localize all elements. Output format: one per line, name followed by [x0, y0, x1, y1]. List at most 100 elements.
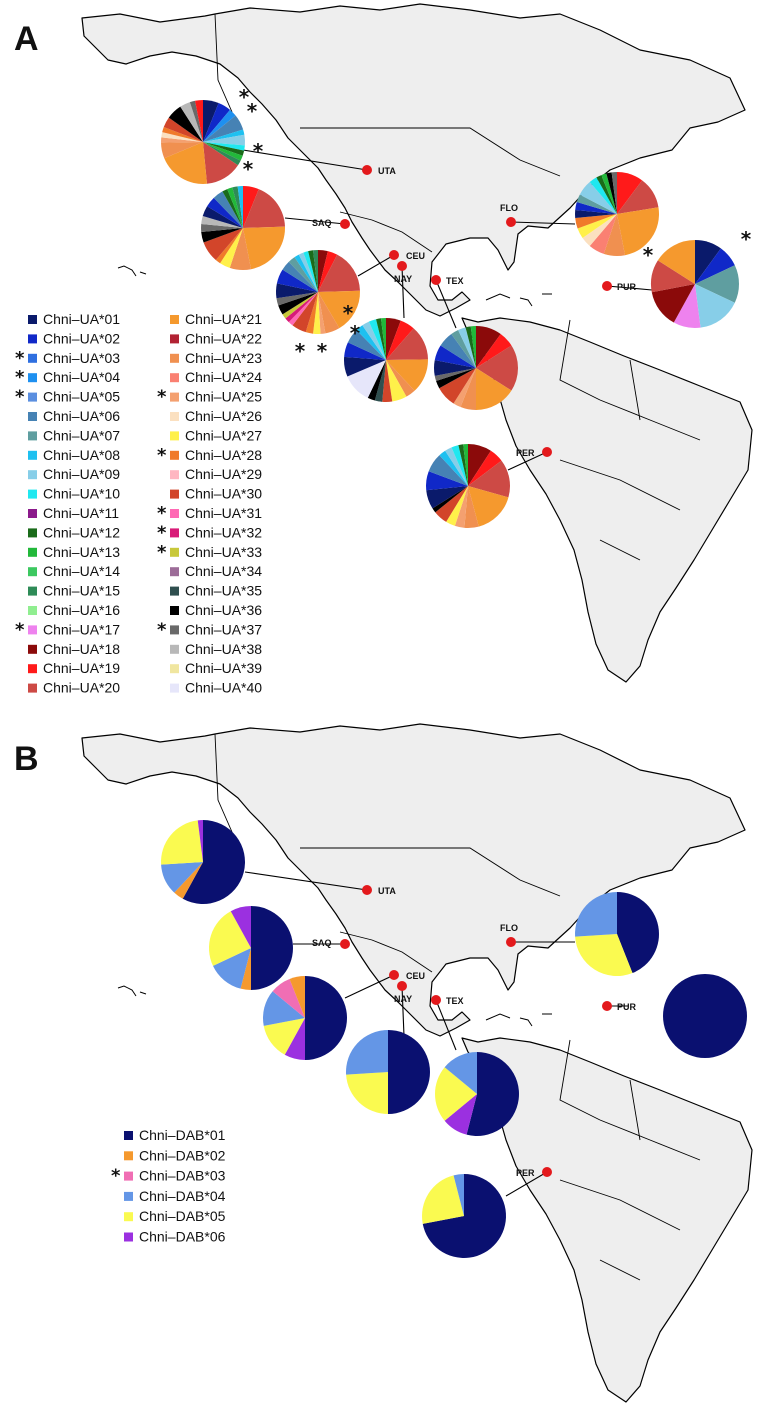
pie-slice-chni-ua-28 — [575, 214, 617, 229]
legend-swatch — [28, 683, 37, 693]
pie-slice-chni-ua-27 — [220, 228, 243, 268]
legend-entry-chni-ua-23: Chni–UA*23 — [170, 350, 262, 366]
pie-slice-chni-ua-01 — [276, 283, 318, 299]
legend-entry-chni-ua-27: Chni–UA*27 — [170, 427, 262, 443]
legend-swatch — [28, 470, 37, 480]
pie-slice-chni-ua-26 — [161, 132, 203, 142]
pie-slice-chni-ua-02 — [575, 202, 617, 214]
legend: Chni–DAB*01 Chni–DAB*02 * Chni–DAB*03 Chni–D… — [111, 1127, 226, 1245]
pie-slice-chni-ua-25 — [161, 137, 203, 143]
legend-swatch — [28, 606, 37, 615]
pie-slice-chni-ua-20 — [468, 460, 510, 498]
asterisk-marker: * — [295, 339, 306, 363]
pie-slice-chni-dab-03 — [272, 978, 305, 1018]
pie-slice-chni-dab-01 — [617, 892, 660, 974]
legend-swatch — [170, 606, 179, 615]
pie-slice-chni-ua-38 — [201, 216, 243, 228]
pie-slice-chni-ua-12 — [308, 250, 318, 292]
pie-slice-chni-dab-01 — [251, 906, 293, 990]
country-border — [629, 359, 641, 421]
pie-slice-chni-ua-12 — [376, 318, 386, 360]
pie-slice-chni-ua-02 — [207, 197, 243, 228]
pie-slice-chni-ua-21 — [657, 240, 695, 284]
site-label-uta: UTA — [378, 166, 396, 176]
legend-label: Chni–UA*06 — [43, 408, 120, 424]
pie-slice-chni-ua-17 — [673, 284, 701, 328]
pie-slice-chni-dab-05 — [208, 911, 251, 966]
pie-slice-chni-dab-01 — [182, 820, 245, 904]
legend-swatch — [170, 392, 179, 402]
pie-slice-chni-ua-36 — [168, 106, 203, 142]
site-label-nay: NAY — [394, 274, 412, 284]
country-border — [339, 931, 433, 973]
pie-slice-chni-ua-02 — [695, 248, 735, 284]
pie-slice-chni-ua-13 — [601, 173, 617, 214]
asterisk-marker: * — [239, 85, 250, 109]
pie-slice-chni-dab-04 — [575, 892, 617, 937]
pie-slice-chni-dab-04 — [212, 948, 251, 989]
legend-swatch — [124, 1171, 133, 1181]
asterisk-marker: * — [643, 243, 654, 267]
country-border — [599, 539, 641, 561]
pie-chart-uta — [160, 820, 245, 904]
site-label-flo: FLO — [500, 203, 518, 213]
legend-entry-chni-dab-02: Chni–DAB*02 — [124, 1147, 226, 1163]
site-marker-pur — [602, 1001, 612, 1011]
pie-slice-chni-ua-02 — [434, 345, 476, 368]
pie-slice-chni-ua-12 — [203, 142, 245, 156]
pie-slice-chni-ua-18 — [386, 318, 401, 360]
pie-slice-chni-ua-32 — [285, 292, 318, 323]
connector-line-nay — [401, 265, 405, 319]
legend-swatch — [170, 315, 179, 324]
pie-slice-chni-ua-27 — [386, 360, 407, 402]
pie-chart-tex — [434, 326, 518, 410]
legend-label: Chni–UA*28 — [185, 447, 262, 463]
legend-label: Chni–UA*21 — [185, 311, 262, 327]
pie-slice-chni-ua-37 — [434, 368, 476, 381]
site-marker-ceu — [389, 250, 399, 260]
legend-swatch — [28, 334, 37, 344]
pie-slice-chni-ua-36 — [278, 292, 318, 315]
legend-entry-chni-ua-36: Chni–UA*36 — [170, 602, 262, 618]
legend-label: Chni–UA*05 — [43, 389, 120, 405]
legend-entry-chni-ua-19: Chni–UA*19 — [28, 660, 120, 676]
pie-slice-chni-dab-05 — [346, 1072, 388, 1114]
pie-slice-chni-ua-38 — [180, 102, 203, 142]
pie-slice-chni-dab-05 — [160, 820, 203, 865]
pie-slice-chni-ua-20 — [203, 142, 238, 184]
pie-slice-chni-ua-10 — [303, 251, 318, 292]
pie-chart-tex — [434, 1052, 519, 1136]
pie-slice-chni-ua-06 — [440, 334, 476, 368]
island-outline — [117, 265, 137, 277]
site-label-pur: PUR — [617, 1002, 637, 1012]
legend-label: Chni–UA*38 — [185, 641, 262, 657]
legend-entry-chni-ua-22: Chni–UA*22 — [170, 330, 262, 346]
pie-slice-chni-ua-26 — [582, 214, 617, 246]
legend-label: Chni–DAB*02 — [139, 1147, 226, 1163]
pie-slice-chni-ua-13 — [227, 187, 243, 228]
pie-slice-chni-ua-02 — [344, 342, 386, 360]
pie-slice-chni-ua-30 — [163, 117, 203, 142]
pie-slice-chni-ua-01 — [344, 356, 386, 377]
legend-swatch — [28, 373, 37, 383]
legend-entry-chni-dab-04: Chni–DAB*04 — [124, 1188, 226, 1204]
south-america-landmass — [461, 317, 753, 683]
connector-line-pur — [606, 285, 653, 291]
legend-label: Chni–UA*09 — [43, 466, 120, 482]
legend-entry-chni-ua-39: Chni–UA*39 — [170, 660, 262, 676]
pie-slice-chni-dab-01 — [388, 1030, 430, 1114]
legend-entry-chni-ua-29: Chni–UA*29 — [170, 466, 262, 482]
pie-slice-chni-ua-36 — [432, 486, 468, 513]
legend-asterisk: * — [15, 367, 25, 388]
country-border — [629, 1079, 641, 1141]
pie-chart-flo — [575, 172, 659, 256]
legend-label: Chni–DAB*01 — [139, 1127, 226, 1143]
pie-slice-chni-ua-15 — [313, 250, 318, 292]
pie-slice-chni-dab-05 — [263, 1018, 305, 1055]
pie-slice-chni-ua-18 — [476, 326, 501, 368]
legend-label: Chni–UA*12 — [43, 524, 120, 540]
pie-chart-flo — [575, 892, 660, 976]
connector-line-ceu — [357, 254, 395, 277]
country-border — [339, 211, 433, 253]
pie-slice-chni-ua-07 — [451, 329, 476, 368]
